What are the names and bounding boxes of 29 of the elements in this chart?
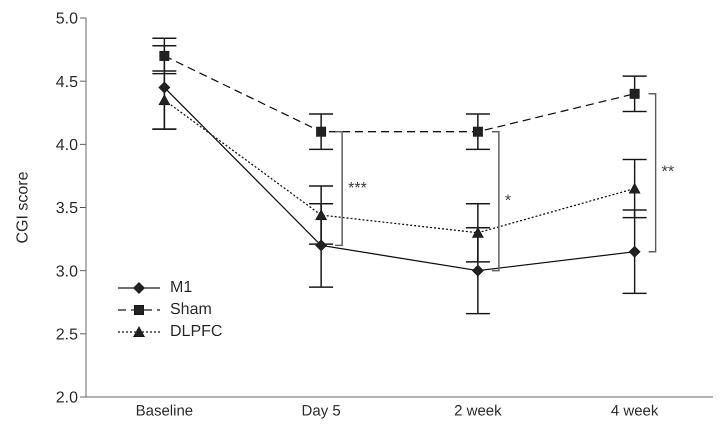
y-axis-title: CGI score [14, 171, 32, 244]
point [316, 126, 326, 137]
point [315, 239, 328, 252]
y-tick-label: 2.5 [56, 326, 78, 344]
x-tick-label: 4 week [610, 402, 659, 420]
legend-label: M1 [170, 278, 192, 297]
point [159, 50, 170, 61]
point [158, 81, 170, 94]
y-tick-label: 4.5 [56, 74, 78, 91]
point [472, 264, 484, 277]
x-tick-label: 2 week [454, 402, 502, 420]
y-tick-label: 2.0 [56, 390, 78, 407]
point [472, 126, 483, 137]
legend-label: Sham [170, 300, 212, 319]
point [628, 182, 641, 194]
annotation: ** [662, 163, 674, 180]
y-tick-label: 3.5 [56, 200, 78, 218]
annotation: *** [348, 180, 367, 197]
point [315, 209, 328, 220]
x-tick-label: Day 5 [302, 402, 341, 420]
legend-label: DLPFC [170, 322, 222, 341]
y-tick-label: 5.0 [56, 10, 78, 28]
annotation: * [504, 192, 512, 210]
y-tick-label: 4.0 [56, 137, 78, 154]
point [630, 88, 640, 99]
y-tick-label: 3.0 [56, 263, 78, 280]
point [628, 246, 641, 258]
x-tick-label: Baseline [136, 402, 194, 420]
point [158, 94, 170, 106]
